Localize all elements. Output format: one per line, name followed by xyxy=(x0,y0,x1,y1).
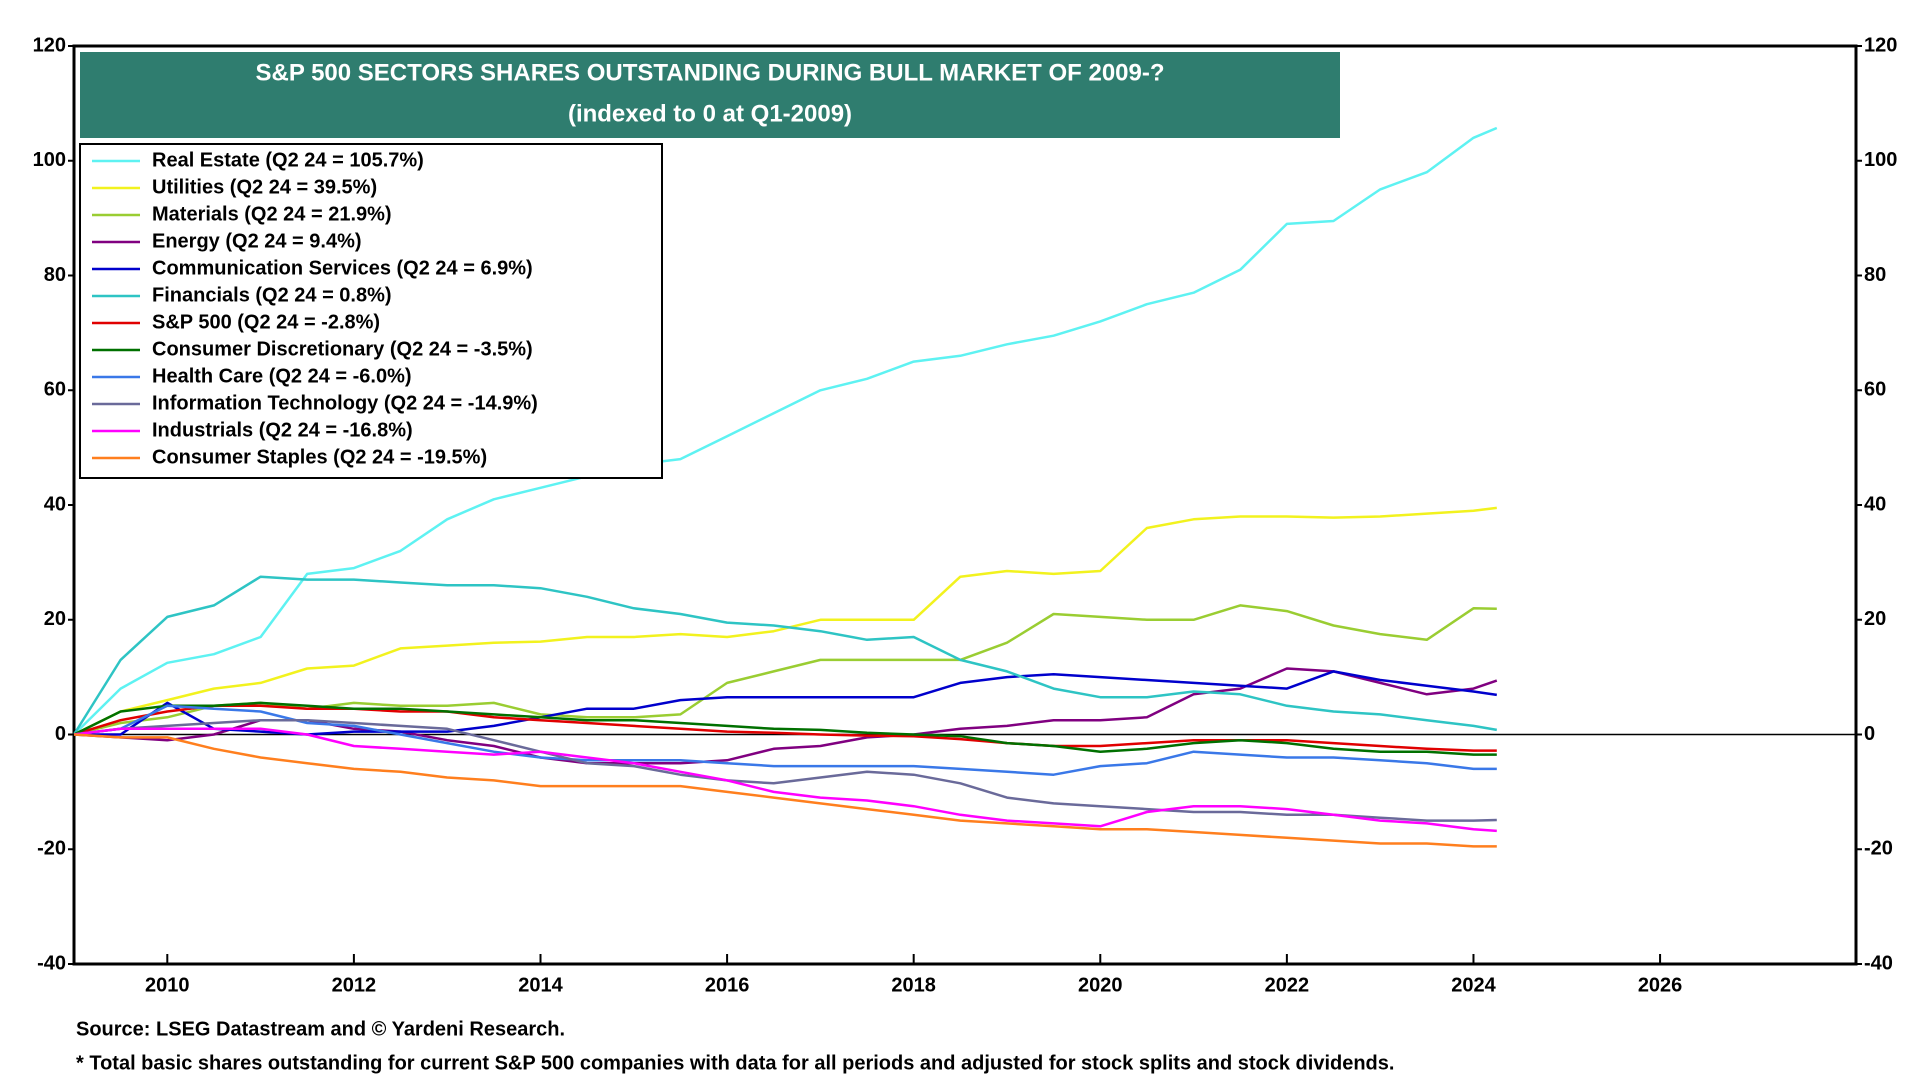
legend-label: Communication Services (Q2 24 = 6.9%) xyxy=(152,257,533,279)
y-tick-label: 20 xyxy=(44,608,66,630)
legend-box xyxy=(79,143,663,479)
title-box xyxy=(80,52,1340,138)
y2-tick-label: -40 xyxy=(1864,952,1893,974)
y-tick-label: 0 xyxy=(55,723,66,745)
x-tick-label: 2020 xyxy=(1078,974,1123,996)
note: * Total basic shares outstanding for cur… xyxy=(76,1052,1394,1074)
legend-label: Materials (Q2 24 = 21.9%) xyxy=(152,203,392,225)
y2-tick-label: 20 xyxy=(1864,608,1886,630)
x-tick-label: 2012 xyxy=(332,974,377,996)
x-tick-label: 2010 xyxy=(145,974,190,996)
chart-title: S&P 500 SECTORS SHARES OUTSTANDING DURIN… xyxy=(255,59,1164,86)
legend-label: Utilities (Q2 24 = 39.5%) xyxy=(152,176,377,198)
x-tick-label: 2016 xyxy=(705,974,750,996)
series-line xyxy=(73,733,1497,848)
y2-tick-label: 60 xyxy=(1864,379,1886,401)
legend-label: Health Care (Q2 24 = -6.0%) xyxy=(152,365,412,387)
series-line xyxy=(73,506,1497,736)
legend-label: Consumer Discretionary (Q2 24 = -3.5%) xyxy=(152,338,533,360)
y2-tick-label: 0 xyxy=(1864,723,1875,745)
series-line xyxy=(73,727,1497,833)
y-tick-label: 100 xyxy=(33,149,66,171)
series-line xyxy=(73,718,1497,822)
y-tick-label: 80 xyxy=(44,264,66,286)
legend-label: Energy (Q2 24 = 9.4%) xyxy=(152,230,362,252)
y-tick-label: 120 xyxy=(33,34,66,56)
chart-subtitle: (indexed to 0 at Q1-2009) xyxy=(568,100,852,127)
series-line xyxy=(73,704,1497,752)
y-tick-label: -40 xyxy=(37,952,66,974)
series-line xyxy=(73,126,1498,736)
y-tick-label: 60 xyxy=(44,379,66,401)
x-tick-label: 2022 xyxy=(1265,974,1310,996)
legend-label: Information Technology (Q2 24 = -14.9%) xyxy=(152,392,538,414)
legend-label: Consumer Staples (Q2 24 = -19.5%) xyxy=(152,446,487,468)
series-line xyxy=(73,701,1497,756)
series-line xyxy=(73,704,1497,776)
legend-label: Real Estate (Q2 24 = 105.7%) xyxy=(152,149,424,171)
y2-tick-label: 100 xyxy=(1864,149,1897,171)
y2-tick-label: 80 xyxy=(1864,264,1886,286)
legend-label: Industrials (Q2 24 = -16.8%) xyxy=(152,419,413,441)
source: Source: LSEG Datastream and © Yardeni Re… xyxy=(76,1018,565,1040)
legend-label: Financials (Q2 24 = 0.8%) xyxy=(152,284,392,306)
y2-tick-label: 120 xyxy=(1864,34,1897,56)
legend-label: S&P 500 (Q2 24 = -2.8%) xyxy=(152,311,380,333)
x-tick-label: 2018 xyxy=(891,974,936,996)
x-tick-label: 2026 xyxy=(1638,974,1683,996)
x-tick-label: 2014 xyxy=(518,974,563,996)
y2-tick-label: 40 xyxy=(1864,493,1886,515)
series-line xyxy=(74,670,1497,736)
x-tick-label: 2024 xyxy=(1451,974,1496,996)
y-tick-label: -20 xyxy=(37,838,66,860)
series-line xyxy=(72,575,1498,736)
y2-tick-label: -20 xyxy=(1864,838,1893,860)
y-tick-label: 40 xyxy=(44,493,66,515)
